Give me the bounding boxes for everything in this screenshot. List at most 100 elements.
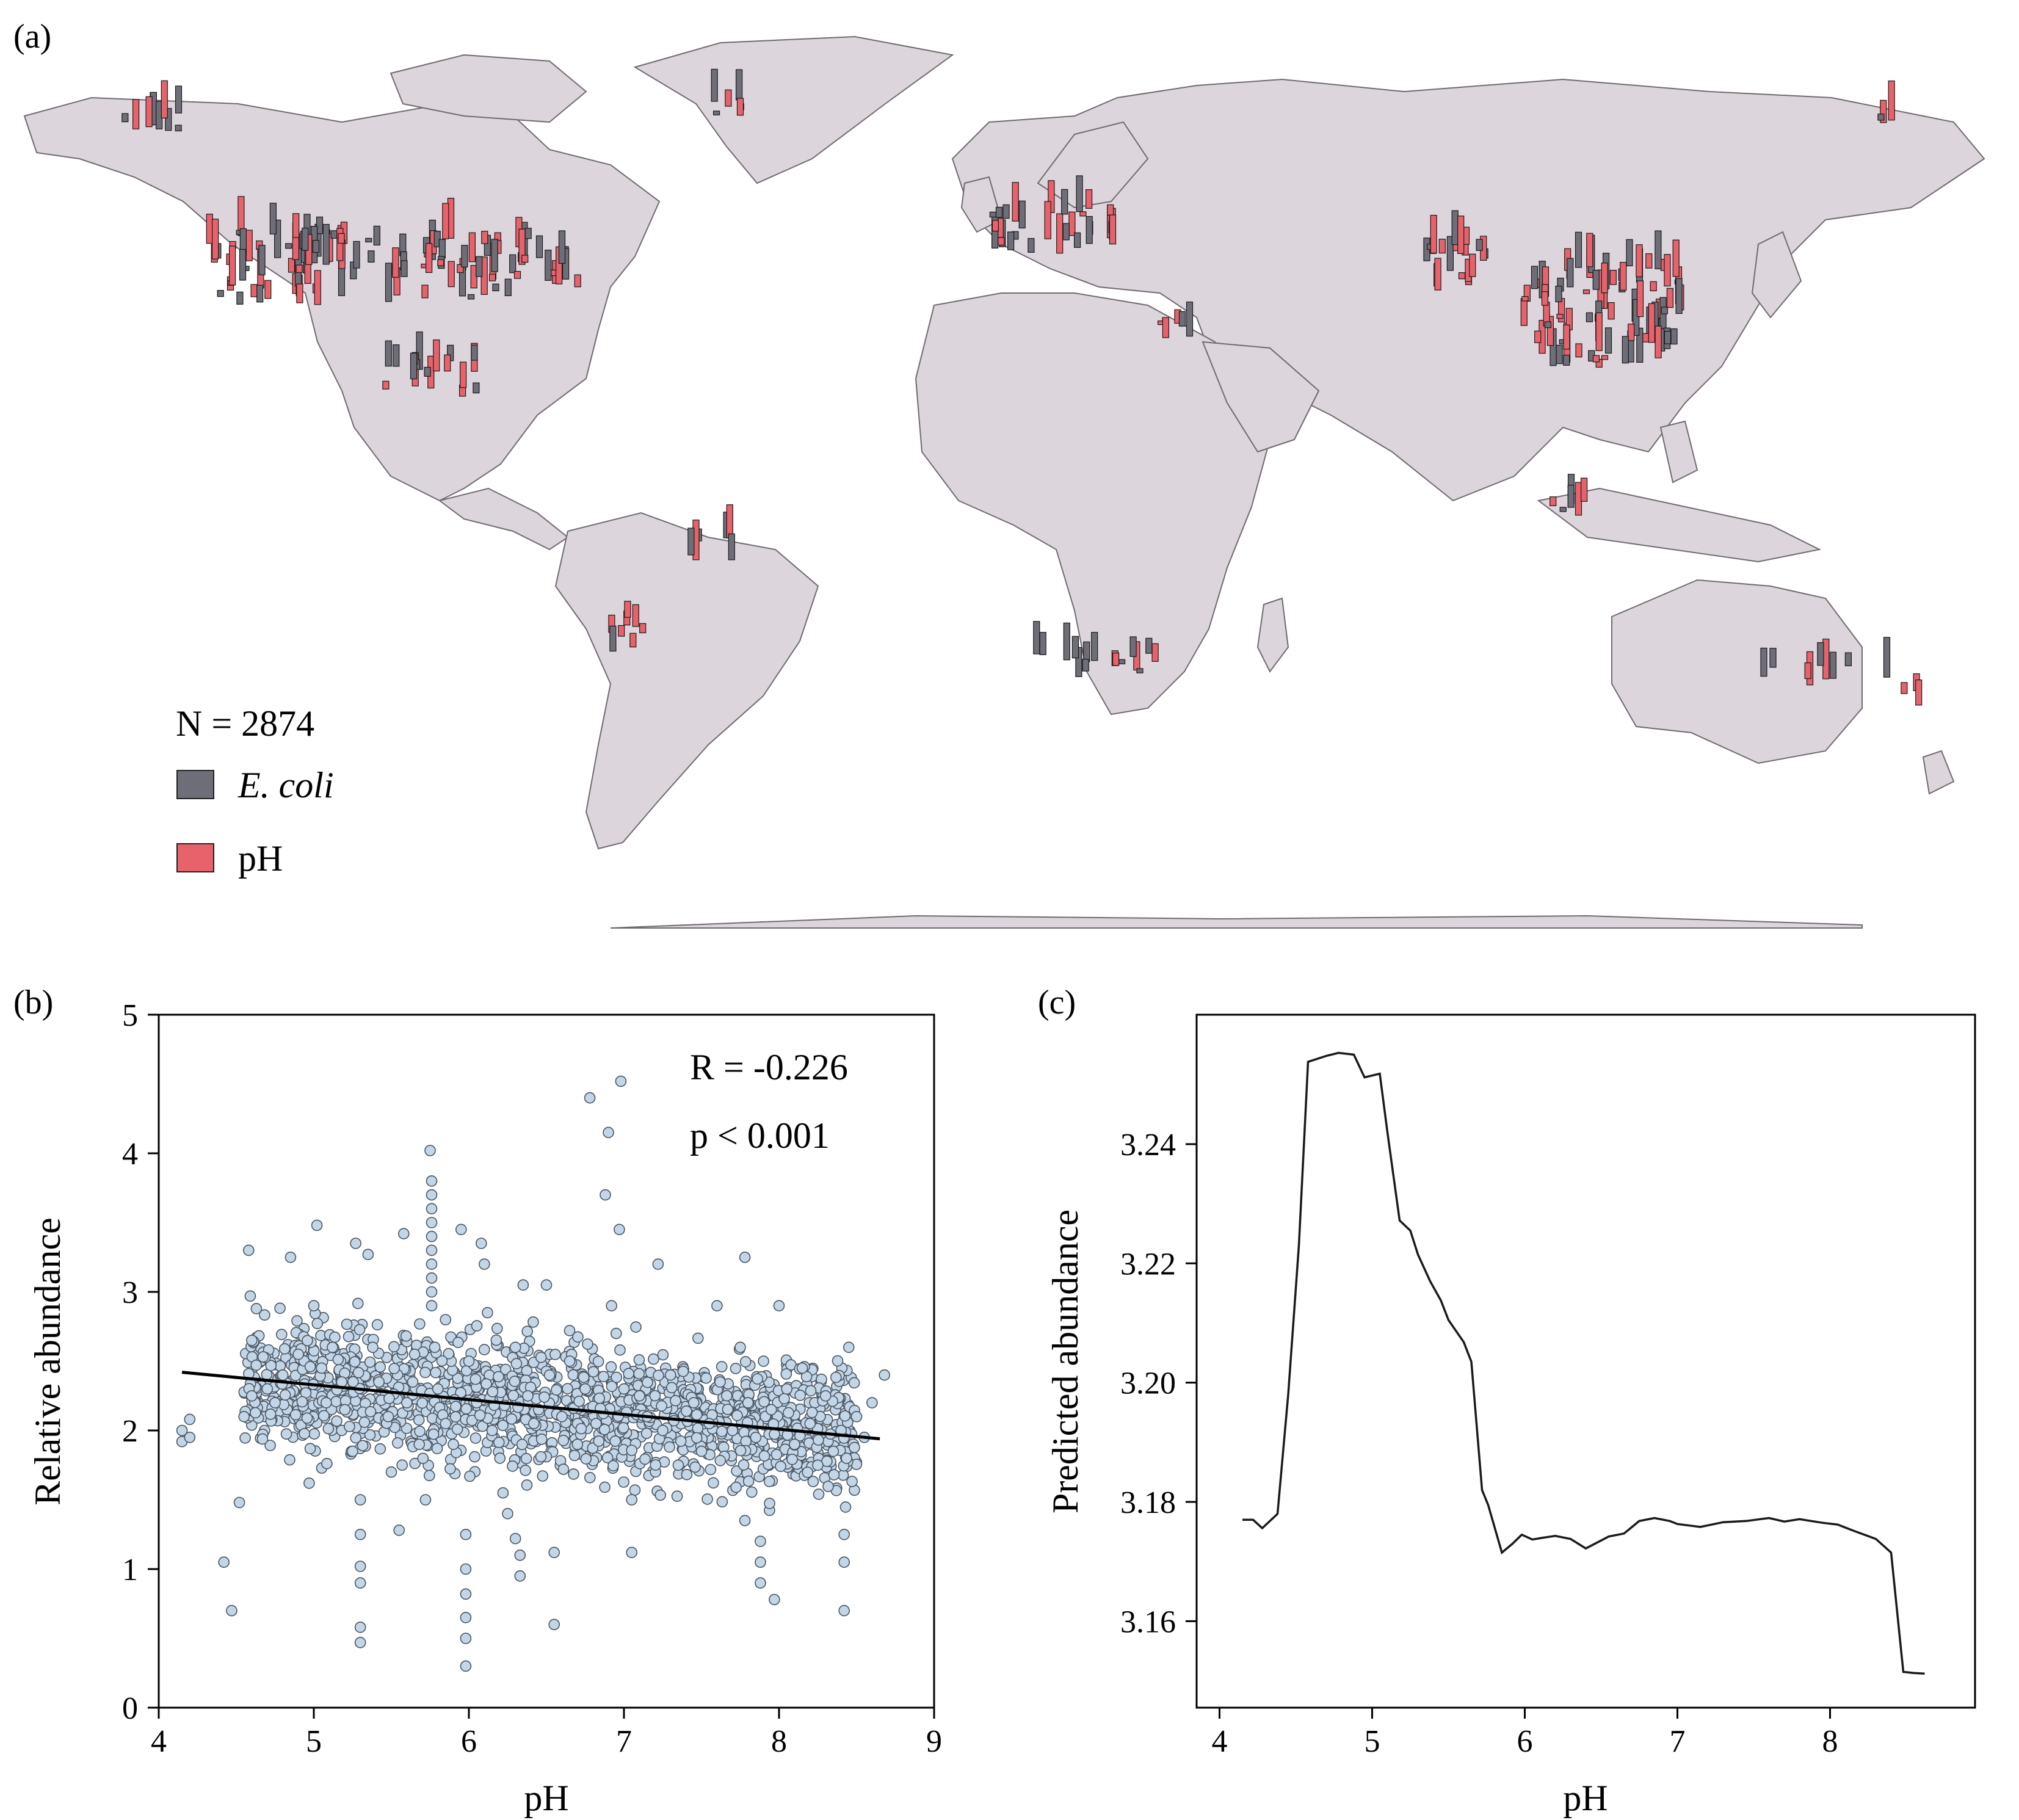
ph-bar — [338, 233, 345, 244]
scatter-point — [354, 1561, 366, 1572]
ph-bar — [1438, 239, 1446, 254]
ecoli-bar — [476, 256, 483, 277]
scatter-point — [497, 1487, 509, 1499]
line-axes: 4 5 6 7 8 3.16 3.18 3.20 3.22 3.24 — [1120, 1128, 1838, 1759]
scatter-point — [664, 1369, 676, 1381]
ecoli-bar — [1877, 114, 1885, 121]
ecoli-bar — [1626, 239, 1633, 267]
scatter-point — [573, 1395, 585, 1407]
ecoli-bar — [1451, 210, 1459, 245]
scatter-point — [343, 1330, 355, 1343]
scatter-point — [700, 1372, 712, 1384]
south-america — [554, 512, 819, 850]
japan — [1751, 231, 1802, 319]
scatter-point — [352, 1366, 364, 1379]
ecoli-bar — [353, 241, 360, 269]
scatter-point — [460, 1529, 472, 1540]
scatter-point — [822, 1481, 834, 1492]
ecoli-bar — [1604, 327, 1612, 354]
scatter-point — [716, 1361, 728, 1372]
land-masses — [23, 35, 1985, 929]
scatter-point — [714, 1455, 727, 1467]
scatter-point — [520, 1465, 532, 1476]
scatter-point — [460, 1612, 472, 1623]
ph-bar — [1048, 180, 1055, 213]
ph-bar — [1079, 211, 1087, 217]
scatter-point — [600, 1189, 611, 1201]
map-bars — [121, 68, 1923, 706]
scatter-point — [397, 1228, 410, 1239]
ph-bar — [1636, 280, 1644, 317]
north-america — [23, 96, 661, 502]
scatter-point — [426, 1286, 438, 1298]
scatter-point — [233, 1496, 245, 1509]
scatter-point — [656, 1400, 667, 1412]
scatter-point — [609, 1435, 622, 1447]
scatter-point — [327, 1341, 338, 1354]
scatter-point — [516, 1438, 528, 1451]
scatter-point — [652, 1258, 664, 1270]
line-y-tick-label: 3.18 — [1120, 1485, 1176, 1520]
ph-bar — [1550, 496, 1557, 507]
scatter-point — [407, 1376, 419, 1388]
scatter-point — [444, 1463, 456, 1475]
scatter-point — [509, 1341, 521, 1354]
arctic-islands — [390, 54, 587, 123]
scatter-point — [471, 1320, 483, 1332]
scatter-point — [746, 1486, 758, 1498]
ecoli-bar — [368, 250, 375, 263]
scatter-point — [681, 1468, 693, 1481]
legend-ecoli-swatch — [176, 770, 214, 799]
scatter-point — [838, 1556, 850, 1568]
scatter-point — [244, 1290, 256, 1302]
scatter-point — [579, 1383, 591, 1395]
scatter-point — [426, 1203, 438, 1215]
ph-bar — [574, 274, 581, 288]
scatter-point — [819, 1390, 832, 1402]
ecoli-bar — [1186, 302, 1194, 337]
scatter-x-tick-label: 6 — [461, 1724, 477, 1759]
scatter-point — [671, 1490, 683, 1502]
line-y-axis-title: Predicted abundance — [1045, 1209, 1086, 1514]
ph-bar — [518, 228, 526, 265]
scatter-point — [460, 1633, 472, 1644]
scatter-point — [633, 1354, 645, 1366]
line-x-axis-title: pH — [1563, 1778, 1608, 1818]
ecoli-bar — [1145, 637, 1153, 654]
eurasia — [951, 78, 1985, 502]
scatter-point — [455, 1224, 467, 1236]
scatter-x-tick-label: 5 — [306, 1724, 322, 1759]
scatter-point — [610, 1327, 622, 1340]
ph-bar — [1804, 662, 1811, 680]
line-y-tick-label: 3.16 — [1120, 1604, 1176, 1639]
line-plot-frame — [1195, 1013, 1976, 1709]
scatter-point — [711, 1300, 723, 1311]
ph-bar — [314, 270, 321, 305]
scatter-point — [430, 1366, 441, 1379]
ecoli-bar — [1076, 175, 1083, 212]
scatter-point — [497, 1419, 509, 1431]
ecoli-bar — [322, 223, 330, 265]
scatter-point — [739, 1356, 752, 1368]
scatter-y-tick-label: 0 — [122, 1691, 138, 1726]
scatter-point — [770, 1449, 783, 1460]
scatter-point — [514, 1550, 526, 1561]
ph-bar — [264, 280, 272, 299]
world-map — [23, 35, 1985, 929]
scatter-point — [493, 1371, 504, 1383]
scatter-point — [426, 1272, 438, 1284]
scatter-point — [731, 1410, 743, 1421]
ecoli-bar — [1675, 278, 1683, 314]
scatter-point — [347, 1445, 358, 1457]
scatter-point — [773, 1300, 785, 1311]
scatter-point — [419, 1366, 431, 1379]
scatter-point — [304, 1443, 316, 1454]
scatter-point — [564, 1325, 576, 1336]
scatter-point — [567, 1369, 579, 1381]
scatter-point — [689, 1461, 701, 1473]
scatter-point — [807, 1476, 819, 1487]
scatter-point — [750, 1432, 762, 1443]
scatter-point — [786, 1454, 798, 1465]
scatter-point — [605, 1361, 617, 1373]
scatter-point — [469, 1432, 482, 1444]
